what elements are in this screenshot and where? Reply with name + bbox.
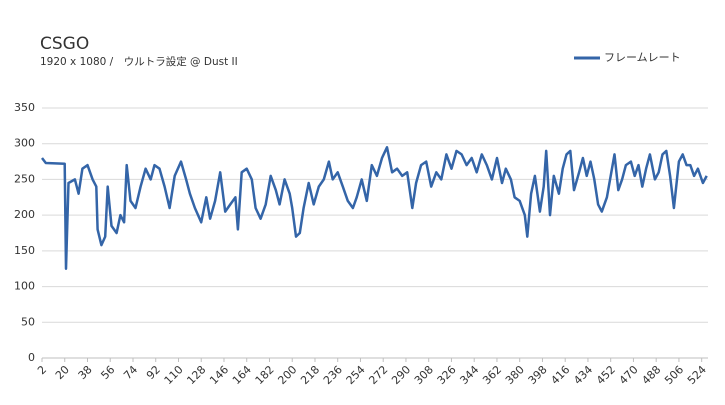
x-tick-label: 254 xyxy=(344,363,368,387)
x-tick-label: 128 xyxy=(184,363,208,387)
x-tick-label: 362 xyxy=(480,363,504,387)
x-tick-label: 2 xyxy=(35,363,49,377)
y-tick-label: 50 xyxy=(21,315,35,328)
x-tick-label: 38 xyxy=(76,363,95,382)
x-tick-label: 20 xyxy=(53,363,72,382)
x-tick-label: 74 xyxy=(121,363,140,382)
x-tick-label: 326 xyxy=(435,363,459,387)
series-line xyxy=(41,146,708,270)
x-tick-label: 92 xyxy=(144,363,163,382)
x-tick-label: 452 xyxy=(594,363,618,387)
y-tick-label: 150 xyxy=(14,244,35,257)
x-tick-label: 110 xyxy=(162,363,186,387)
y-tick-label: 300 xyxy=(14,137,35,150)
x-tick-label: 218 xyxy=(298,363,322,387)
y-tick-label: 200 xyxy=(14,208,35,221)
x-tick-label: 524 xyxy=(685,363,709,387)
x-tick-label: 398 xyxy=(526,363,550,387)
x-tick-label: 344 xyxy=(457,363,481,387)
x-tick-label: 488 xyxy=(639,363,663,387)
x-tick-label: 506 xyxy=(662,363,686,387)
y-tick-label: 100 xyxy=(14,280,35,293)
y-tick-label: 350 xyxy=(14,101,35,114)
legend-label: フレームレート xyxy=(604,51,681,64)
x-tick-label: 308 xyxy=(412,363,436,387)
x-tick-label: 164 xyxy=(230,363,254,387)
x-tick-label: 272 xyxy=(366,363,390,387)
x-tick-label: 56 xyxy=(98,363,117,382)
y-tick-label: 250 xyxy=(14,172,35,185)
x-tick-label: 146 xyxy=(207,363,231,387)
x-tick-label: 182 xyxy=(253,363,277,387)
chart-title: CSGO xyxy=(40,34,89,54)
y-tick-label: 0 xyxy=(28,351,35,364)
chart-subtitle: 1920 x 1080 / ウルトラ設定 @ Dust II xyxy=(40,55,238,68)
x-tick-label: 236 xyxy=(321,363,345,387)
x-tick-label: 470 xyxy=(617,363,641,387)
x-tick-label: 290 xyxy=(389,363,413,387)
x-tick-label: 434 xyxy=(571,363,595,387)
x-tick-label: 380 xyxy=(503,363,527,387)
x-tick-label: 416 xyxy=(548,363,572,387)
x-tick-label: 200 xyxy=(275,363,299,387)
